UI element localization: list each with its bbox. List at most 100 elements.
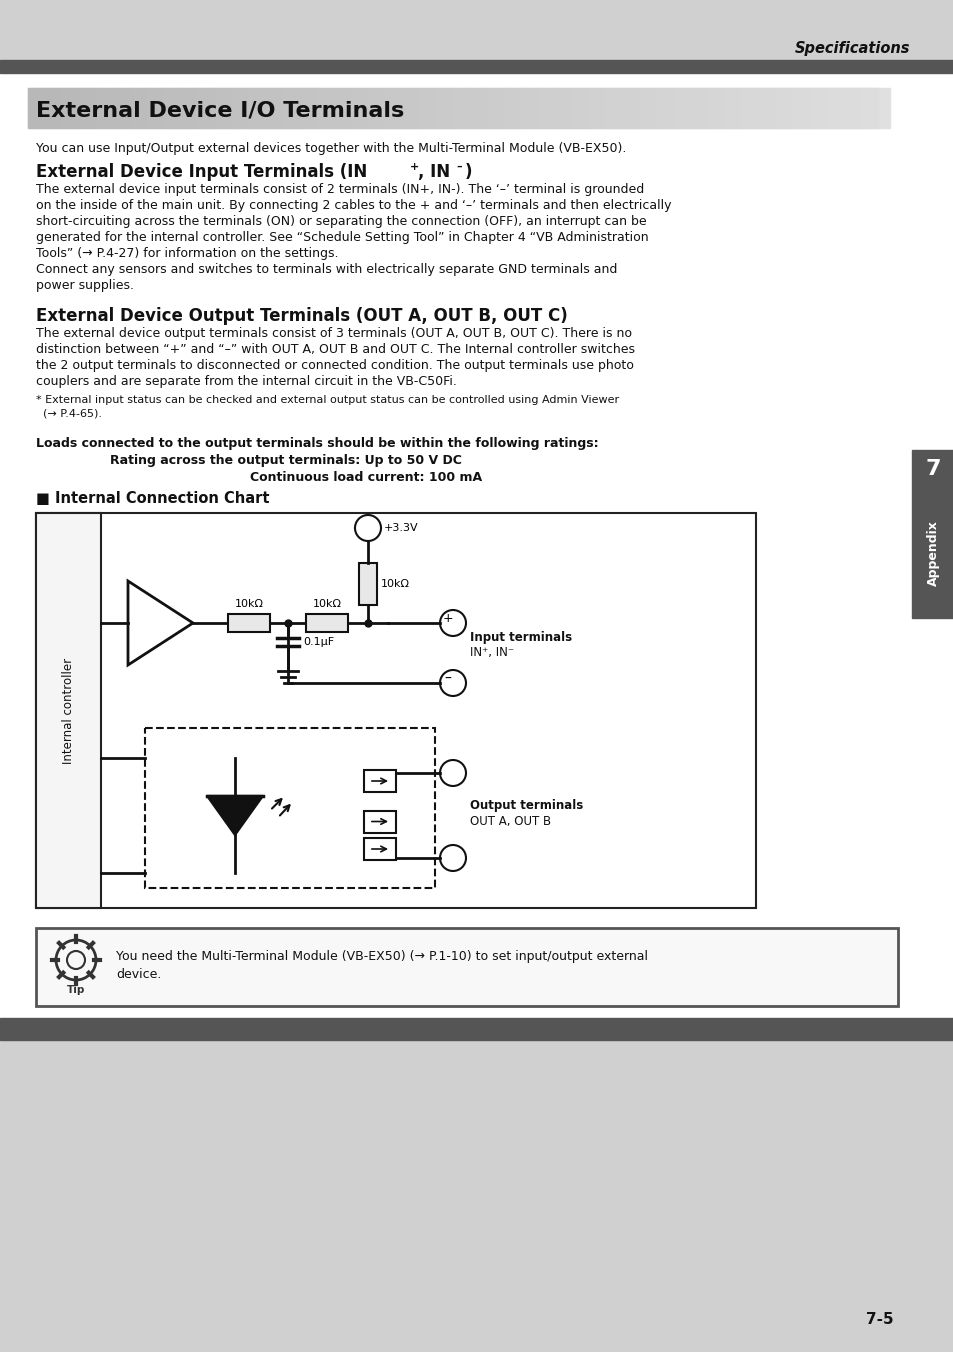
Bar (741, 88, 759, 128)
Bar (28, 88, 889, 128)
Bar (418, 88, 436, 128)
Bar (364, 838, 395, 860)
Text: ■ Internal Connection Chart: ■ Internal Connection Chart (36, 491, 269, 506)
Text: External Device Output Terminals (OUT A, OUT B, OUT C): External Device Output Terminals (OUT A,… (36, 307, 567, 324)
Text: generated for the internal controller. See “Schedule Setting Tool” in Chapter 4 : generated for the internal controller. S… (36, 231, 648, 243)
Text: The external device output terminals consist of 3 terminals (OUT A, OUT B, OUT C: The external device output terminals con… (36, 327, 631, 339)
Bar (0, 73, 953, 1283)
Text: +: + (442, 612, 453, 626)
Text: +3.3V: +3.3V (384, 523, 418, 533)
Bar (453, 88, 470, 128)
Bar (486, 88, 503, 128)
Bar (911, 450, 953, 488)
Bar (826, 88, 843, 128)
Bar (36, 927, 897, 1006)
Bar (520, 88, 537, 128)
Bar (214, 88, 232, 128)
Bar (0, 1018, 953, 1040)
Bar (28, 88, 45, 128)
Text: 10kΩ: 10kΩ (234, 599, 263, 608)
Text: ): ) (464, 164, 472, 181)
Text: the 2 output terminals to disconnected or connected condition. The output termin: the 2 output terminals to disconnected o… (36, 360, 633, 372)
Bar (368, 88, 385, 128)
Text: External Device I/O Terminals: External Device I/O Terminals (36, 100, 404, 120)
Bar (0, 1040, 953, 1352)
Bar (792, 88, 809, 128)
Bar (228, 614, 270, 631)
Bar (809, 88, 826, 128)
Bar (622, 88, 639, 128)
Bar (36, 512, 101, 909)
Bar (0, 0, 953, 73)
Bar (364, 771, 395, 792)
Text: (→ P.4-65).: (→ P.4-65). (36, 410, 102, 419)
Text: Continuous load current: 100 mA: Continuous load current: 100 mA (250, 470, 481, 484)
Bar (775, 88, 792, 128)
Bar (232, 88, 249, 128)
Bar (401, 88, 418, 128)
Bar (657, 88, 673, 128)
Bar (861, 88, 877, 128)
Bar (503, 88, 520, 128)
Text: You can use Input/Output external devices together with the Multi-Terminal Modul: You can use Input/Output external device… (36, 142, 626, 155)
Text: Connect any sensors and switches to terminals with electrically separate GND ter: Connect any sensors and switches to term… (36, 264, 617, 276)
Bar (673, 88, 690, 128)
Bar (334, 88, 351, 128)
Bar (364, 810, 395, 833)
Bar (28, 88, 889, 128)
Bar (605, 88, 622, 128)
Text: 10kΩ: 10kΩ (313, 599, 341, 608)
Text: +: + (410, 162, 418, 172)
Bar (145, 727, 435, 888)
Text: Tip: Tip (67, 986, 85, 995)
Bar (588, 88, 605, 128)
Text: Loads connected to the output terminals should be within the following ratings:: Loads connected to the output terminals … (36, 437, 598, 450)
Text: OUT A, OUT B: OUT A, OUT B (470, 815, 551, 827)
Text: device.: device. (116, 968, 161, 982)
Polygon shape (207, 796, 263, 836)
Text: Specifications: Specifications (794, 41, 909, 55)
Bar (316, 88, 334, 128)
Bar (130, 88, 147, 128)
Bar (690, 88, 707, 128)
Text: couplers and are separate from the internal circuit in the VB-C50Fi.: couplers and are separate from the inter… (36, 375, 456, 388)
Bar (299, 88, 316, 128)
Bar (45, 88, 62, 128)
Bar (266, 88, 283, 128)
Text: 7-5: 7-5 (865, 1313, 893, 1328)
Text: on the inside of the main unit. By connecting 2 cables to the + and ‘–’ terminal: on the inside of the main unit. By conne… (36, 199, 671, 212)
Bar (96, 88, 112, 128)
Text: Tools” (→ P.4-27) for information on the settings.: Tools” (→ P.4-27) for information on the… (36, 247, 338, 260)
Text: Appendix: Appendix (925, 521, 939, 585)
Bar (198, 88, 214, 128)
Bar (707, 88, 724, 128)
Bar (62, 88, 79, 128)
Bar (79, 88, 96, 128)
Bar (470, 88, 486, 128)
Text: Output terminals: Output terminals (470, 799, 582, 813)
Text: The external device input terminals consist of 2 terminals (IN+, IN-). The ‘–’ t: The external device input terminals cons… (36, 183, 643, 196)
Text: 10kΩ: 10kΩ (380, 579, 410, 589)
Bar (147, 88, 164, 128)
Bar (911, 488, 953, 618)
Bar (283, 88, 299, 128)
Bar (555, 88, 572, 128)
Bar (385, 88, 401, 128)
Bar (112, 88, 130, 128)
Bar (181, 88, 198, 128)
Text: distinction between “+” and “–” with OUT A, OUT B and OUT C. The Internal contro: distinction between “+” and “–” with OUT… (36, 343, 635, 356)
Text: * External input status can be checked and external output status can be control: * External input status can be checked a… (36, 395, 618, 406)
Bar (164, 88, 181, 128)
Text: power supplies.: power supplies. (36, 279, 133, 292)
Bar (306, 614, 348, 631)
Bar (0, 59, 953, 73)
Bar (249, 88, 266, 128)
Text: Internal controller: Internal controller (62, 657, 75, 764)
Text: short-circuiting across the terminals (ON) or separating the connection (OFF), a: short-circuiting across the terminals (O… (36, 215, 646, 228)
Text: –: – (456, 162, 461, 172)
Bar (36, 512, 755, 909)
Bar (724, 88, 741, 128)
Text: –: – (444, 672, 451, 685)
Text: IN⁺, IN⁻: IN⁺, IN⁻ (470, 646, 514, 658)
Bar (843, 88, 861, 128)
